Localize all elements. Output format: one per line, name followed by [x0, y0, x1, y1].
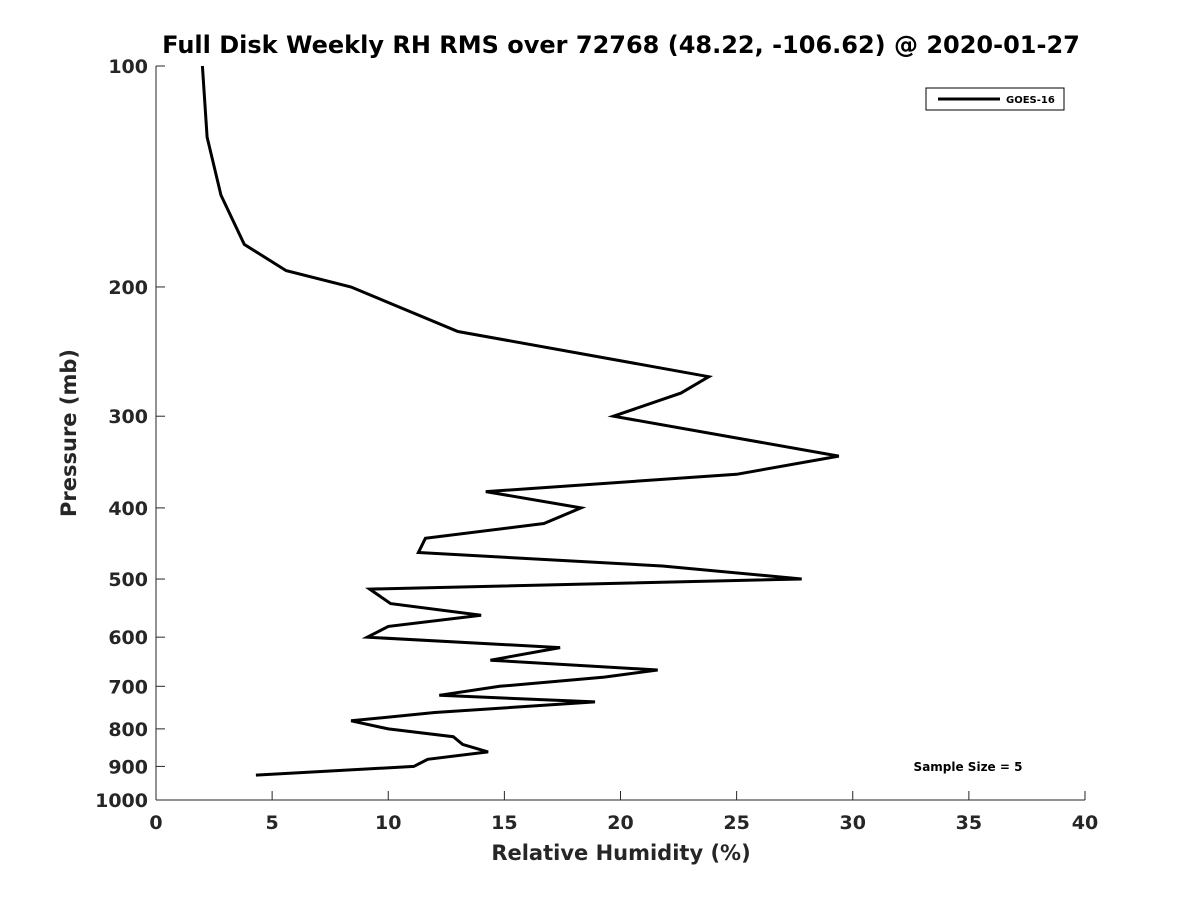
y-ticks: 100 200 300 400 500 600 700 800 900 1000	[95, 56, 165, 812]
series-group	[200, 65, 840, 777]
x-tick-label: 20	[607, 812, 633, 834]
y-tick-label: 200	[108, 277, 148, 299]
axes	[155, 66, 1085, 801]
y-tick-label: 600	[108, 627, 148, 649]
y-tick-label: 300	[108, 406, 148, 428]
y-tick-label: 400	[108, 498, 148, 520]
y-tick-label: 1000	[95, 790, 148, 812]
x-tick-label: 40	[1072, 812, 1098, 834]
y-tick-label: 900	[108, 756, 148, 778]
y-tick-label: 800	[108, 719, 148, 741]
series-line-goes-16	[200, 65, 840, 777]
x-axis-label: Relative Humidity (%)	[491, 841, 750, 865]
x-tick-label: 25	[723, 812, 749, 834]
x-tick-label: 15	[491, 812, 517, 834]
y-tick-label: 500	[108, 569, 148, 591]
x-tick-label: 10	[375, 812, 401, 834]
legend-label: GOES-16	[1006, 95, 1055, 106]
legend: GOES-16	[925, 87, 1065, 111]
x-tick-label: 30	[840, 812, 866, 834]
sample-size-annotation: Sample Size = 5	[914, 760, 1023, 774]
chart-title: Full Disk Weekly RH RMS over 72768 (48.2…	[162, 31, 1080, 59]
x-ticks: 0 5 10 15 20 25 30 35 40	[149, 791, 1098, 834]
x-tick-label: 0	[149, 812, 162, 834]
y-axis-label: Pressure (mb)	[57, 349, 81, 517]
y-tick-label: 700	[108, 676, 148, 698]
y-tick-label: 100	[108, 56, 148, 78]
x-tick-label: 5	[266, 812, 279, 834]
x-tick-label: 35	[956, 812, 982, 834]
